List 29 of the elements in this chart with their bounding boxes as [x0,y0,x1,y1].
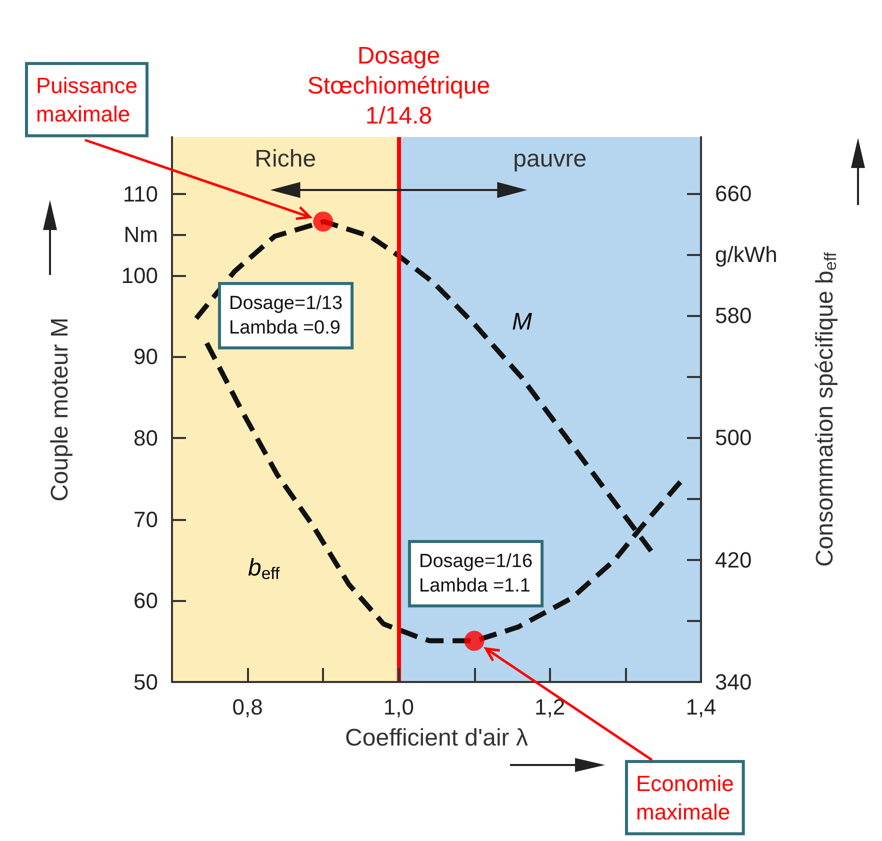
x-tick-label: 1,2 [534,694,566,720]
band-label: pauvre [513,146,587,172]
x-axis-title: Coefficient d'air λ [345,724,528,752]
text: Puissance maximale [36,72,138,126]
y2-tick-label: 580 [715,303,752,328]
y2-tick-label: 340 [715,670,752,694]
y-tick-label: 70 [134,506,158,532]
x-tick-label: 1,0 [383,694,414,720]
y2-tick-label: 500 [715,425,752,450]
series-label: M [512,308,532,336]
y-tick-label: 110 [122,181,158,206]
y-tick-label: 50 [134,670,158,694]
annotation: Dosage=1/16 Lambda =1.1 [419,550,533,597]
y2-tick-label: g/kWh [715,242,778,268]
band-label: Riche [254,146,316,172]
text: Economie maximale [636,770,734,824]
y2-tick-label: 660 [715,180,752,206]
annotation: Dosage=1/13 Lambda =0.9 [229,292,343,339]
y-axis-title: Couple moteur M [46,317,74,502]
y-tick-label: 90 [134,344,158,370]
x-tick-label: 0,8 [232,694,263,720]
x-tick-label: 1,4 [686,694,716,720]
ref-line-label: Dosage Stœchiométrique 1/14.8 [307,42,490,130]
y2-axis-title: Consommation spécifique beff [811,252,840,567]
y-tick-label: 80 [134,425,158,450]
y2-tick-label: 420 [715,547,752,572]
y-tick-label: Nm [124,222,158,248]
y-tick-label: 100 [121,262,158,288]
y-tick-label: 60 [134,588,158,614]
